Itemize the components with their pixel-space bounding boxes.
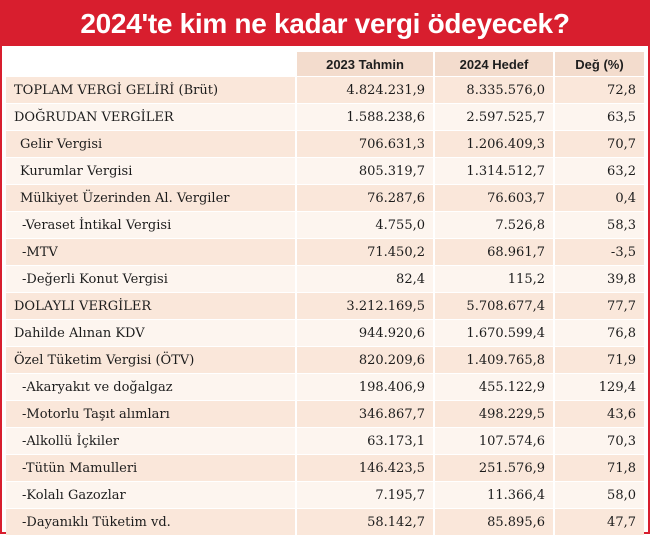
change-percent: 71,8	[554, 455, 644, 482]
value-2023: 198.406,9	[296, 374, 434, 401]
row-label: TOPLAM VERGİ GELİRİ (Brüt)	[6, 77, 296, 104]
value-2024: 498.229,5	[434, 401, 554, 428]
change-percent: 0,4	[554, 185, 644, 212]
value-2023: 706.631,3	[296, 131, 434, 158]
row-label: -Veraset İntikal Vergisi	[6, 212, 296, 239]
value-2024: 68.961,7	[434, 239, 554, 266]
row-label: -Tütün Mamulleri	[6, 455, 296, 482]
value-2024: 85.895,6	[434, 509, 554, 535]
value-2023: 4.824.231,9	[296, 77, 434, 104]
value-2024: 1.670.599,4	[434, 320, 554, 347]
change-percent: 58,0	[554, 482, 644, 509]
change-percent: 72,8	[554, 77, 644, 104]
row-label: DOĞRUDAN VERGİLER	[6, 104, 296, 131]
value-2024: 11.366,4	[434, 482, 554, 509]
change-percent: 63,2	[554, 158, 644, 185]
change-percent: 63,5	[554, 104, 644, 131]
value-2023: 146.423,5	[296, 455, 434, 482]
value-2023: 63.173,1	[296, 428, 434, 455]
row-label: -Kolalı Gazozlar	[6, 482, 296, 509]
value-2023: 3.212.169,5	[296, 293, 434, 320]
value-2023: 944.920,6	[296, 320, 434, 347]
value-2023: 4.755,0	[296, 212, 434, 239]
header-change-percent: Değ (%)	[554, 52, 644, 77]
value-2023: 7.195,7	[296, 482, 434, 509]
page-title: 2024'te kim ne kadar vergi ödeyecek?	[2, 2, 648, 46]
row-label: Gelir Vergisi	[6, 131, 296, 158]
value-2023: 58.142,7	[296, 509, 434, 535]
change-percent: 77,7	[554, 293, 644, 320]
change-percent: 76,8	[554, 320, 644, 347]
header-2024-target: 2024 Hedef	[434, 52, 554, 77]
row-label: Kurumlar Vergisi	[6, 158, 296, 185]
value-2024: 107.574,6	[434, 428, 554, 455]
value-2023: 76.287,6	[296, 185, 434, 212]
row-label: Özel Tüketim Vergisi (ÖTV)	[6, 347, 296, 374]
value-2023: 805.319,7	[296, 158, 434, 185]
change-percent: 47,7	[554, 509, 644, 535]
row-label: -Dayanıklı Tüketim vd.	[6, 509, 296, 535]
value-2023: 1.588.238,6	[296, 104, 434, 131]
value-2024: 7.526,8	[434, 212, 554, 239]
row-label: -Alkollü İçkiler	[6, 428, 296, 455]
row-label: -Değerli Konut Vergisi	[6, 266, 296, 293]
change-percent: -3,5	[554, 239, 644, 266]
change-percent: 39,8	[554, 266, 644, 293]
value-2023: 71.450,2	[296, 239, 434, 266]
value-2023: 820.209,6	[296, 347, 434, 374]
row-label: Mülkiyet Üzerinden Al. Vergiler	[6, 185, 296, 212]
table-header-row: 2023 Tahmin 2024 Hedef Değ (%)	[6, 52, 644, 77]
change-percent: 58,3	[554, 212, 644, 239]
row-label: DOLAYLI VERGİLER	[6, 293, 296, 320]
change-percent: 43,6	[554, 401, 644, 428]
change-percent: 70,3	[554, 428, 644, 455]
change-percent: 71,9	[554, 347, 644, 374]
header-label	[6, 52, 296, 77]
change-percent: 70,7	[554, 131, 644, 158]
value-2024: 1.206.409,3	[434, 131, 554, 158]
change-percent: 129,4	[554, 374, 644, 401]
row-label: -Akaryakıt ve doğalgaz	[6, 374, 296, 401]
value-2024: 5.708.677,4	[434, 293, 554, 320]
row-label: -Motorlu Taşıt alımları	[6, 401, 296, 428]
value-2024: 1.409.765,8	[434, 347, 554, 374]
row-label: Dahilde Alınan KDV	[6, 320, 296, 347]
value-2023: 346.867,7	[296, 401, 434, 428]
tax-revenue-table: 2023 Tahmin 2024 Hedef Değ (%) TOPLAM VE…	[6, 52, 644, 535]
value-2024: 455.122,9	[434, 374, 554, 401]
value-2024: 251.576,9	[434, 455, 554, 482]
value-2023: 82,4	[296, 266, 434, 293]
value-2024: 8.335.576,0	[434, 77, 554, 104]
value-2024: 115,2	[434, 266, 554, 293]
value-2024: 76.603,7	[434, 185, 554, 212]
value-2024: 2.597.525,7	[434, 104, 554, 131]
row-label: -MTV	[6, 239, 296, 266]
header-2023-estimate: 2023 Tahmin	[296, 52, 434, 77]
value-2024: 1.314.512,7	[434, 158, 554, 185]
